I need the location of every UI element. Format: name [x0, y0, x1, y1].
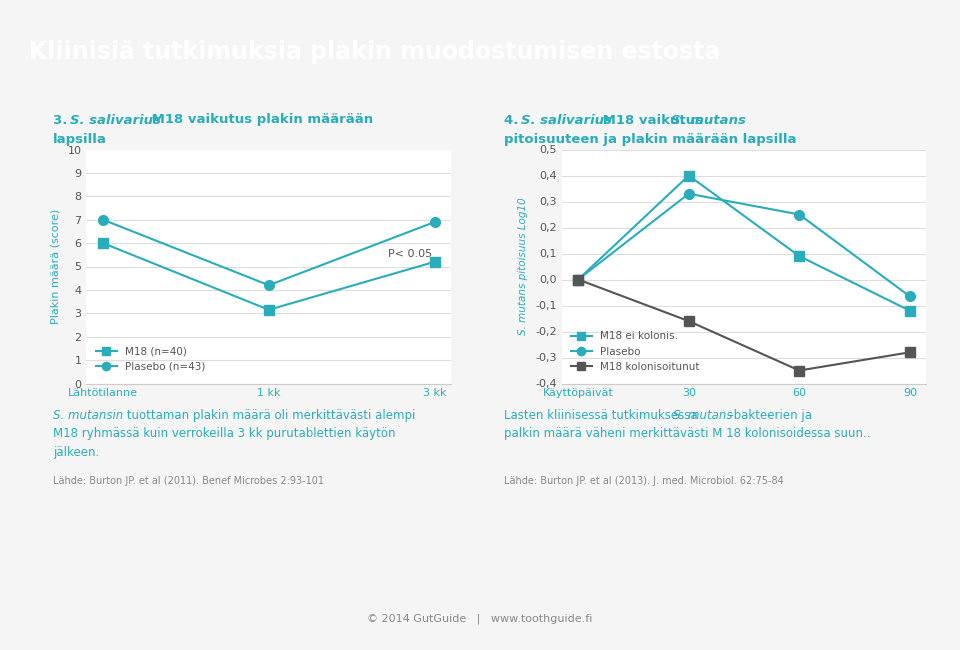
Text: jälkeen.: jälkeen.	[53, 446, 99, 459]
Text: M18 vaikutus: M18 vaikutus	[598, 114, 708, 127]
Text: P< 0.05: P< 0.05	[388, 249, 432, 259]
Text: M18 vaikutus plakin määrään: M18 vaikutus plakin määrään	[147, 114, 373, 127]
Text: Lähde: Burton JP. et al (2013). J. med. Microbiol. 62:75-84: Lähde: Burton JP. et al (2013). J. med. …	[504, 476, 783, 486]
Text: S. mutansin: S. mutansin	[53, 410, 123, 422]
Y-axis label: S. mutans pitoisuus Log10: S. mutans pitoisuus Log10	[518, 198, 528, 335]
Text: Lähde: Burton JP. et al (2011). Benef Microbes 2:93-101: Lähde: Burton JP. et al (2011). Benef Mi…	[53, 476, 324, 486]
Text: 4.: 4.	[504, 114, 523, 127]
Text: © 2014 GutGuide   |   www.toothguide.fi: © 2014 GutGuide | www.toothguide.fi	[368, 614, 592, 624]
Legend: M18 ei kolonis., Plasebo, M18 kolonisoitunut: M18 ei kolonis., Plasebo, M18 kolonisoit…	[566, 327, 704, 376]
Text: S. mutans: S. mutans	[671, 114, 746, 127]
Text: 3.: 3.	[53, 114, 72, 127]
Text: pitoisuuteen ja plakin määrään lapsilla: pitoisuuteen ja plakin määrään lapsilla	[504, 133, 797, 146]
Text: palkin määrä väheni merkittävästi M 18 kolonisoidessa suun..: palkin määrä väheni merkittävästi M 18 k…	[504, 428, 871, 441]
Text: Lasten kliinisessä tutkimuksessa: Lasten kliinisessä tutkimuksessa	[504, 410, 702, 422]
Text: M18 ryhmässä kuin verrokeilla 3 kk purutablettien käytön: M18 ryhmässä kuin verrokeilla 3 kk purut…	[53, 428, 396, 441]
Text: S. salivarius: S. salivarius	[521, 114, 612, 127]
Text: –bakteerien ja: –bakteerien ja	[724, 410, 812, 422]
Text: Kliinisiä tutkimuksia plakin muodostumisen estosta: Kliinisiä tutkimuksia plakin muodostumis…	[29, 40, 720, 64]
Text: lapsilla: lapsilla	[53, 133, 107, 146]
Legend: M18 (n=40), Plasebo (n=43): M18 (n=40), Plasebo (n=43)	[91, 343, 209, 376]
Text: S. salivarius: S. salivarius	[70, 114, 161, 127]
Text: S. mutans: S. mutans	[673, 410, 732, 422]
Y-axis label: Plakin määrä (score): Plakin määrä (score)	[51, 209, 60, 324]
Text: tuottaman plakin määrä oli merkittävästi alempi: tuottaman plakin määrä oli merkittävästi…	[123, 410, 416, 422]
